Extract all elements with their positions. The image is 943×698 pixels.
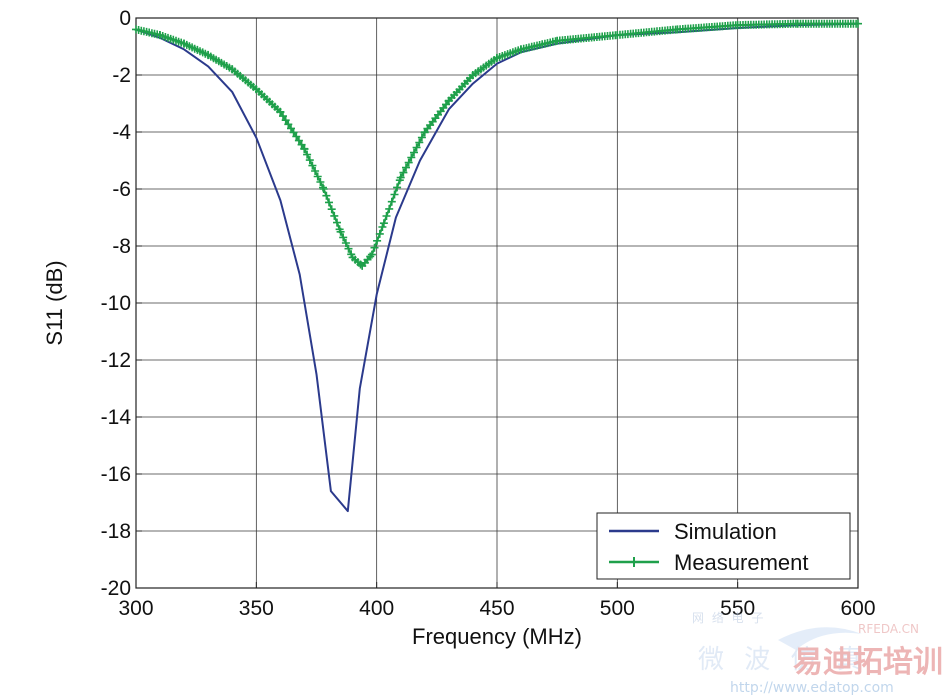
y-tick-label: -18: [101, 520, 131, 543]
y-tick-label: -20: [101, 577, 131, 600]
watermark-brand: 易迪拓培训: [793, 645, 943, 680]
plus-marker: [281, 116, 290, 125]
y-tick-label: -12: [101, 349, 131, 372]
watermark-cn-small: 网 络 电 子: [692, 610, 765, 625]
y-tick-label: -2: [112, 64, 131, 87]
plus-marker: [417, 133, 426, 142]
plus-marker: [284, 120, 293, 129]
x-tick-label: 500: [600, 597, 635, 620]
x-tick-label: 350: [239, 597, 274, 620]
plus-marker: [378, 223, 387, 231]
plus-marker: [854, 19, 862, 28]
legend: Simulation Measurement: [596, 512, 851, 580]
plus-marker: [373, 236, 382, 245]
plus-marker: [316, 178, 325, 186]
plus-marker: [303, 150, 312, 159]
plus-marker: [319, 185, 328, 193]
series-layer: [132, 19, 862, 513]
plus-marker: [407, 153, 416, 162]
watermark: 网 络 电 子 RFEDA.CN 微 波 仿 真 易迪拓培训 http://ww…: [692, 610, 943, 696]
plus-marker: [412, 143, 421, 152]
tick-labels: 300 350 400 450 500 550 600 0 -2 -4 -6 -8 -10 -12 -14 -…: [101, 7, 876, 620]
plus-marker: [327, 205, 336, 214]
watermark-site-small: RFEDA.CN: [858, 622, 919, 636]
plus-marker: [322, 191, 331, 200]
plus-marker: [375, 229, 384, 238]
plus-marker: [292, 132, 301, 141]
plus-marker: [356, 260, 365, 269]
plus-marker: [300, 145, 309, 154]
y-tick-label: 0: [119, 7, 131, 30]
plus-marker: [410, 148, 418, 157]
y-tick-label: -16: [101, 463, 131, 486]
y-axis-label: S11 (dB): [42, 260, 67, 345]
plus-marker: [339, 233, 348, 242]
plus-marker: [305, 156, 314, 165]
watermark-swoosh-shape: [778, 627, 862, 650]
plus-marker: [308, 161, 317, 170]
plus-marker: [415, 138, 424, 147]
plus-marker: [336, 227, 345, 236]
y-tick-label: -6: [112, 178, 131, 201]
x-tick-label: 400: [359, 597, 394, 620]
y-tick-label: -14: [101, 406, 132, 429]
plus-marker: [341, 239, 350, 247]
plus-marker: [382, 212, 391, 220]
plus-marker: [385, 204, 394, 213]
y-tick-label: -8: [112, 235, 131, 258]
legend-box: [596, 512, 851, 580]
plus-marker: [294, 136, 303, 145]
plus-marker: [367, 250, 376, 259]
plus-marker: [379, 219, 388, 228]
series-measurement: [132, 19, 862, 270]
plus-marker: [279, 112, 287, 121]
x-axis-label: Frequency (MHz): [412, 624, 582, 649]
y-tick-label: -10: [101, 292, 131, 315]
x-tick-label: 600: [840, 597, 875, 620]
plus-marker: [390, 190, 399, 199]
x-tick-label: 450: [479, 597, 514, 620]
y-tick-label: -4: [112, 121, 131, 144]
plus-marker: [289, 128, 298, 137]
legend-label: Simulation: [674, 519, 777, 544]
watermark-line1: 微 波 仿 真: [698, 645, 869, 675]
plus-marker: [387, 197, 396, 206]
plus-marker: [330, 211, 339, 220]
x-tick-label: 300: [118, 597, 153, 620]
plus-marker: [396, 173, 405, 182]
plus-marker: [399, 168, 408, 177]
plus-marker: [313, 172, 322, 181]
x-tick-label: 550: [720, 597, 755, 620]
plus-marker: [393, 183, 402, 192]
plus-marker: [325, 198, 333, 207]
legend-label: Measurement: [674, 550, 809, 575]
legend-marker: [629, 557, 639, 567]
plus-marker: [402, 163, 410, 172]
plus-marker: [370, 243, 379, 252]
plus-marker: [344, 244, 353, 253]
watermark-url: http://www.edatop.com: [730, 680, 894, 696]
plus-marker: [404, 158, 413, 167]
plus-marker: [311, 167, 320, 175]
plus-marker: [333, 218, 341, 227]
